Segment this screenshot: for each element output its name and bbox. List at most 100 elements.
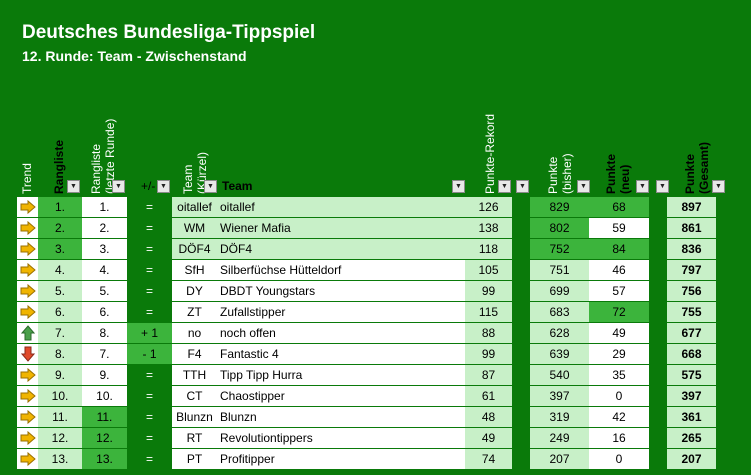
team-name-cell: DÖF4 xyxy=(217,238,465,260)
table-row: 5. 5. = DY DBDT Youngstars 99 699 57 756 xyxy=(17,280,716,302)
spacer-cell xyxy=(649,343,667,365)
rank-cell: 7. xyxy=(38,322,82,344)
gesamt-cell: 755 xyxy=(667,301,716,323)
arrow-right-icon xyxy=(20,452,36,467)
last-rank-cell: 3. xyxy=(82,238,127,260)
gesamt-cell: 207 xyxy=(667,448,716,470)
bisher-cell: 752 xyxy=(530,238,589,260)
neu-cell: 0 xyxy=(589,448,649,470)
table-row: 9. 9. = TTH Tipp Tipp Hurra 87 540 35 575 xyxy=(17,364,716,386)
filter-neu-button[interactable]: ▼ xyxy=(636,180,649,193)
rank-cell: 13. xyxy=(38,448,82,470)
header-neu: Punkte (neu) xyxy=(604,153,632,194)
neu-cell: 42 xyxy=(589,406,649,428)
rekord-cell: 115 xyxy=(465,301,512,323)
rekord-cell: 126 xyxy=(465,197,512,218)
spacer-cell xyxy=(512,217,530,239)
arrow-right-icon xyxy=(20,200,36,215)
last-rank-cell: 11. xyxy=(82,406,127,428)
team-name-cell: Silberfüchse Hütteldorf xyxy=(217,259,465,281)
bisher-cell: 699 xyxy=(530,280,589,302)
filter-rekord-extra-button[interactable]: ▼ xyxy=(516,180,529,193)
table-row: 7. 8. + 1 no noch offen 88 628 49 677 xyxy=(17,322,716,344)
filter-rekord-button[interactable]: ▼ xyxy=(498,180,511,193)
spacer-cell xyxy=(512,197,530,218)
last-rank-cell: 10. xyxy=(82,385,127,407)
gesamt-cell: 797 xyxy=(667,259,716,281)
neu-cell: 57 xyxy=(589,280,649,302)
neu-cell: 68 xyxy=(589,197,649,218)
neu-cell: 59 xyxy=(589,217,649,239)
page-title: Deutsches Bundesliga-Tippspiel xyxy=(22,22,316,43)
trend-icon xyxy=(17,238,38,260)
team-short-cell: CT xyxy=(172,385,217,407)
gesamt-cell: 361 xyxy=(667,406,716,428)
filter-bisher-button[interactable]: ▼ xyxy=(577,180,590,193)
arrow-up-icon xyxy=(20,325,35,341)
gesamt-cell: 836 xyxy=(667,238,716,260)
rekord-cell: 74 xyxy=(465,448,512,470)
rank-cell: 2. xyxy=(38,217,82,239)
change-cell: = xyxy=(127,406,172,428)
filter-neu-extra-button[interactable]: ▼ xyxy=(656,180,669,193)
team-short-cell: RT xyxy=(172,427,217,449)
trend-icon xyxy=(17,217,38,239)
team-name-cell: Fantastic 4 xyxy=(217,343,465,365)
header-bisher: Punkte (bisher) xyxy=(546,153,574,194)
page-subtitle: 12. Runde: Team - Zwischenstand xyxy=(22,48,247,64)
arrow-right-icon xyxy=(20,263,36,278)
table-row: 12. 12. = RT Revolutiontippers 49 249 16 265 xyxy=(17,427,716,449)
spacer-cell xyxy=(649,385,667,407)
table-row: 11. 11. = Blunzn Blunzn 48 319 42 361 xyxy=(17,406,716,428)
last-rank-cell: 9. xyxy=(82,364,127,386)
filter-gesamt-button[interactable]: ▼ xyxy=(712,180,725,193)
last-rank-cell: 5. xyxy=(82,280,127,302)
rekord-cell: 87 xyxy=(465,364,512,386)
rekord-cell: 99 xyxy=(465,343,512,365)
team-short-cell: oitallef xyxy=(172,197,217,218)
neu-cell: 84 xyxy=(589,238,649,260)
change-cell: = xyxy=(127,385,172,407)
neu-cell: 16 xyxy=(589,427,649,449)
filter-change-button[interactable]: ▼ xyxy=(157,180,170,193)
team-short-cell: F4 xyxy=(172,343,217,365)
change-cell: = xyxy=(127,197,172,218)
arrow-right-icon xyxy=(20,410,36,425)
trend-icon xyxy=(17,406,38,428)
team-short-cell: Blunzn xyxy=(172,406,217,428)
bisher-cell: 683 xyxy=(530,301,589,323)
team-short-cell: DÖF4 xyxy=(172,238,217,260)
team-name-cell: DBDT Youngstars xyxy=(217,280,465,302)
rekord-cell: 61 xyxy=(465,385,512,407)
gesamt-cell: 265 xyxy=(667,427,716,449)
table-row: 2. 2. = WM Wiener Mafia 138 802 59 861 xyxy=(17,217,716,239)
spacer-cell xyxy=(512,385,530,407)
team-name-cell: Tipp Tipp Hurra xyxy=(217,364,465,386)
trend-icon xyxy=(17,427,38,449)
change-cell: = xyxy=(127,448,172,470)
spacer-cell xyxy=(649,217,667,239)
filter-rangliste-button[interactable]: ▼ xyxy=(67,180,80,193)
bisher-cell: 829 xyxy=(530,197,589,218)
table-row: 4. 4. = SfH Silberfüchse Hütteldorf 105 751 46 7… xyxy=(17,259,716,281)
filter-team-short-button[interactable]: ▼ xyxy=(204,180,217,193)
bisher-cell: 628 xyxy=(530,322,589,344)
last-rank-cell: 12. xyxy=(82,427,127,449)
rank-cell: 12. xyxy=(38,427,82,449)
rekord-cell: 99 xyxy=(465,280,512,302)
gesamt-cell: 861 xyxy=(667,217,716,239)
header-rangliste: Rangliste xyxy=(52,139,66,194)
trend-icon xyxy=(17,448,38,470)
filter-rangliste-last-button[interactable]: ▼ xyxy=(112,180,125,193)
filter-team-button[interactable]: ▼ xyxy=(452,180,465,193)
arrow-right-icon xyxy=(20,221,36,236)
header-team: Team xyxy=(222,179,253,193)
last-rank-cell: 2. xyxy=(82,217,127,239)
trend-icon xyxy=(17,322,38,344)
table-row: 8. 7. - 1 F4 Fantastic 4 99 639 29 668 xyxy=(17,343,716,365)
arrow-right-icon xyxy=(20,431,36,446)
rank-cell: 6. xyxy=(38,301,82,323)
trend-icon xyxy=(17,364,38,386)
rekord-cell: 138 xyxy=(465,217,512,239)
team-short-cell: ZT xyxy=(172,301,217,323)
